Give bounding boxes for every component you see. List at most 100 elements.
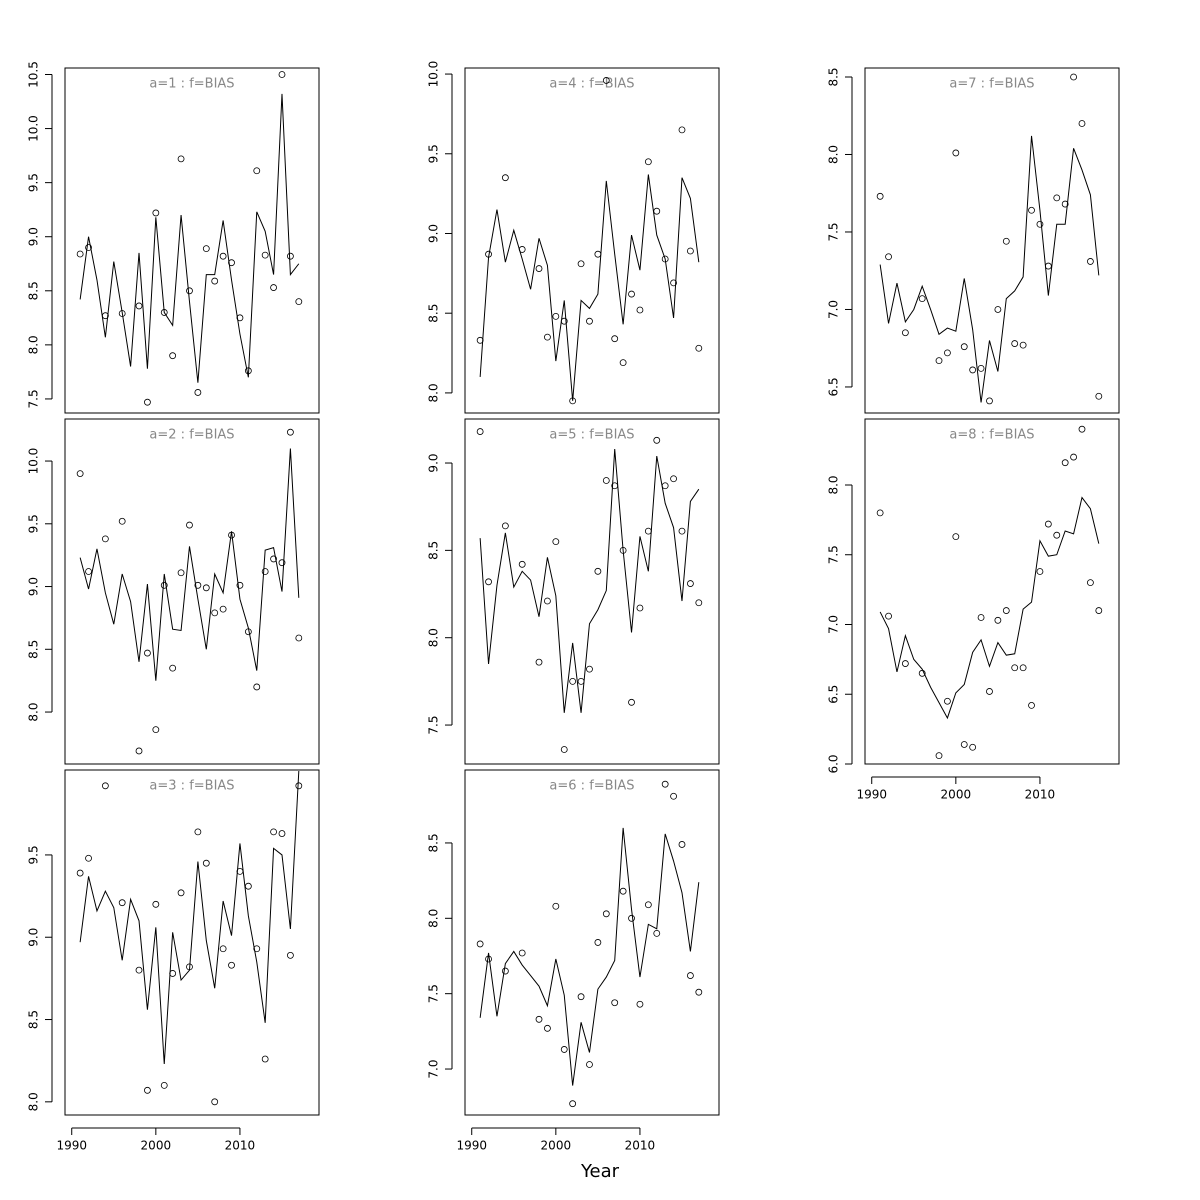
panel-title: a=4 : f=BIAS	[549, 77, 634, 92]
data-point	[977, 614, 985, 621]
data-point	[687, 972, 694, 979]
data-point	[952, 149, 960, 157]
data-point	[644, 158, 652, 166]
data-point	[1019, 341, 1027, 349]
data-point	[986, 688, 993, 695]
data-point	[202, 859, 210, 867]
panel: a=6 : f=BIAS 7.0 7.5 8.0 8.5 1990 2000 2010	[427, 769, 720, 1153]
data-point	[952, 533, 960, 541]
data-point	[636, 306, 644, 314]
data-point	[560, 317, 568, 325]
data-point	[876, 509, 884, 517]
y-tick-label: 8.0	[827, 475, 841, 494]
data-point	[885, 253, 892, 261]
data-point	[476, 336, 484, 344]
x-tick-label: 2000	[541, 1139, 572, 1153]
data-point	[687, 580, 694, 587]
y-tick-label: 7.5	[427, 984, 441, 1003]
data-point	[287, 252, 294, 260]
y-tick-label: 8.5	[427, 541, 441, 560]
plot-frame	[464, 67, 720, 414]
y-tick-label: 9.5	[427, 144, 441, 163]
data-point	[619, 546, 627, 554]
data-point	[1044, 262, 1052, 270]
data-point	[219, 605, 227, 613]
data-point	[186, 963, 193, 971]
panel-title: a=1 : f=BIAS	[149, 77, 234, 92]
panel: a=4 : f=BIAS 8.0 8.5 9.0 9.5 10.0	[427, 61, 720, 414]
data-point	[594, 250, 602, 258]
panel-title: a=8 : f=BIAS	[949, 428, 1034, 443]
y-tick-label: 10.0	[27, 115, 41, 142]
y-tick-label: 6.5	[827, 377, 841, 396]
data-point	[152, 900, 160, 908]
x-axis-label: Year	[580, 1161, 620, 1182]
panel-title: a=7 : f=BIAS	[949, 77, 1034, 92]
panel-title: a=6 : f=BIAS	[549, 779, 634, 794]
data-point	[194, 581, 202, 589]
data-point	[1011, 664, 1019, 672]
data-point	[535, 1015, 543, 1023]
data-point	[695, 344, 703, 352]
y-tick-label: 9.0	[427, 224, 441, 243]
data-point	[211, 609, 219, 617]
y-tick-label: 7.5	[827, 545, 841, 564]
data-point	[628, 698, 635, 706]
y-tick-label: 8.0	[27, 702, 41, 721]
data-point	[918, 295, 926, 303]
data-point	[295, 782, 303, 790]
x-tick-label: 1990	[56, 1139, 87, 1153]
data-point	[270, 555, 277, 563]
data-point	[885, 612, 892, 620]
data-point	[1028, 702, 1035, 709]
series-line	[79, 448, 300, 681]
data-point	[552, 538, 560, 546]
x-tick-label: 2000	[941, 788, 972, 802]
data-point	[1087, 258, 1094, 265]
data-point	[602, 77, 610, 84]
panel: a=7 : f=BIAS 6.5 7.0 7.5 8.0 8.5	[827, 67, 1120, 414]
data-point	[485, 955, 492, 963]
data-point	[1011, 340, 1019, 347]
data-point	[518, 560, 526, 568]
data-point	[619, 359, 627, 367]
data-point	[202, 584, 210, 592]
data-point	[501, 967, 509, 975]
data-point	[270, 828, 277, 836]
panel-title: a=3 : f=BIAS	[149, 779, 234, 794]
data-point	[186, 287, 193, 295]
data-point	[518, 949, 526, 957]
data-point	[186, 521, 193, 529]
data-point	[228, 531, 235, 539]
y-tick-label: 7.0	[827, 615, 841, 634]
y-tick-label: 9.0	[27, 928, 41, 947]
y-tick-label: 6.5	[827, 685, 841, 704]
data-point	[944, 349, 951, 357]
data-point	[476, 428, 484, 435]
data-point	[169, 970, 177, 977]
data-point	[177, 155, 185, 163]
y-tick-label: 9.0	[427, 453, 441, 472]
data-point	[169, 352, 177, 360]
x-tick-label: 2010	[625, 1139, 656, 1153]
data-point	[144, 649, 151, 657]
data-point	[994, 616, 1002, 624]
data-point	[253, 945, 261, 953]
y-tick-label: 8.0	[427, 383, 441, 402]
data-point	[1061, 200, 1069, 208]
data-point	[152, 726, 160, 734]
data-point	[653, 436, 661, 444]
y-tick-label: 8.0	[427, 628, 441, 647]
data-point	[1078, 425, 1086, 433]
x-tick-label: 2010	[225, 1139, 256, 1153]
data-point	[960, 343, 968, 351]
data-point	[544, 597, 551, 605]
data-point	[501, 522, 509, 530]
data-point	[628, 914, 635, 922]
data-point	[160, 1081, 168, 1089]
data-point	[901, 660, 909, 667]
data-point	[485, 578, 492, 586]
data-point	[1078, 120, 1086, 127]
y-tick-label: 10.0	[427, 61, 441, 88]
data-point	[152, 209, 160, 217]
